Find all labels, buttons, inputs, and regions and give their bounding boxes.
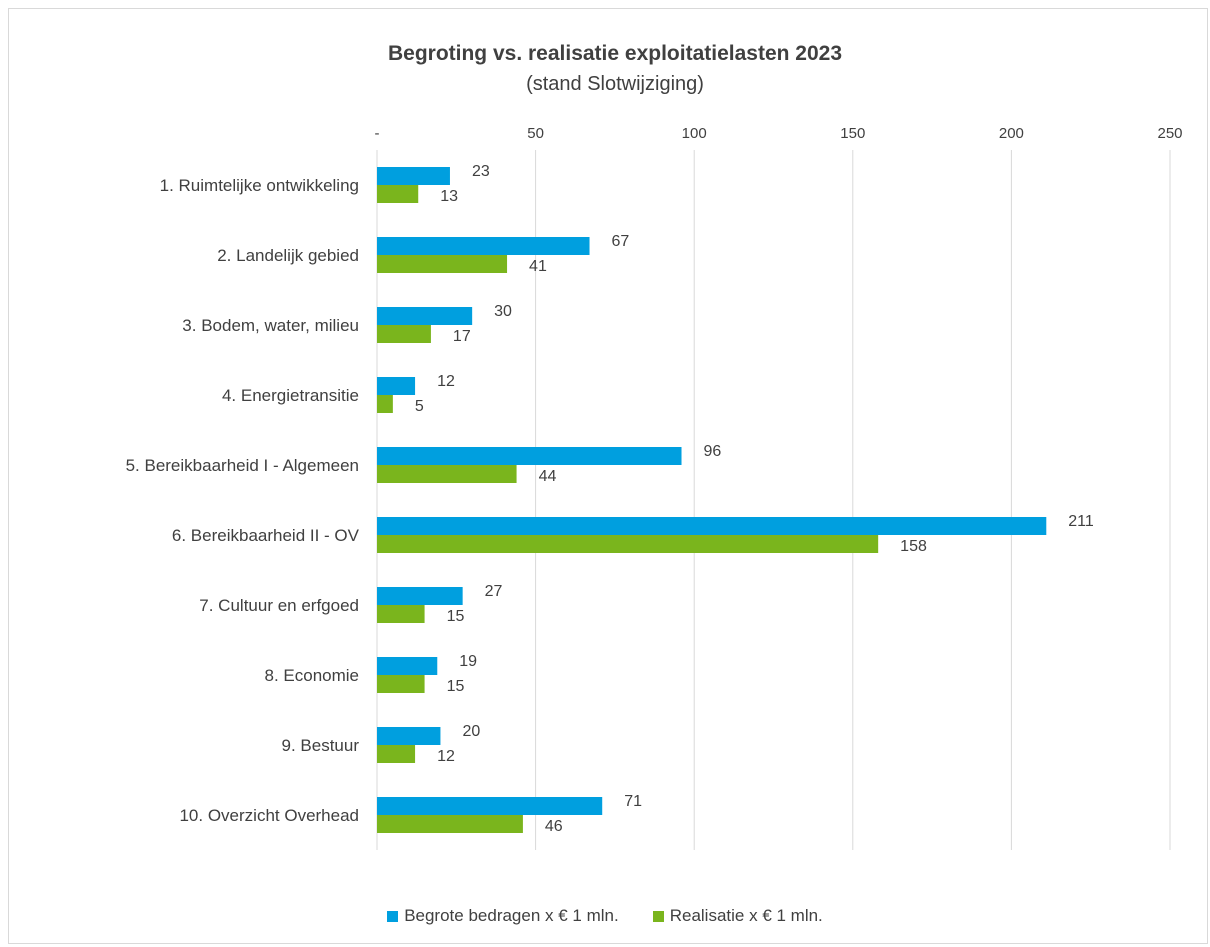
bar-budget [377,587,463,605]
data-label-realisation: 46 [545,818,563,835]
chart-title: Begroting vs. realisatie exploitatielast… [387,42,843,65]
data-label-budget: 23 [472,163,490,180]
bar-realisation [377,395,393,413]
legend-label-budget: Begrote bedragen x € 1 mln. [404,906,619,925]
category-label: 3. Bodem, water, milieu [182,316,359,335]
legend: Begrote bedragen x € 1 mln. Realisatie x… [0,906,1210,926]
bar-realisation [377,675,425,693]
category-label: 2. Landelijk gebied [217,246,359,265]
data-label-realisation: 15 [447,678,465,695]
bar-budget [377,447,682,465]
bar-realisation [377,325,431,343]
bar-budget [377,167,450,185]
legend-label-realisation: Realisatie x € 1 mln. [669,906,823,925]
data-label-realisation: 5 [415,398,424,415]
bar-realisation [377,465,517,483]
legend-swatch-realisation [652,910,664,922]
bar-chart: - 50 100 150 200 250 1. Ruimtelijke ontwikkeli… [126,125,1183,850]
bar-budget [377,517,1047,535]
category-label: 8. Economie [265,666,360,685]
category-label: 9. Bestuur [282,736,360,755]
bar-realisation [377,605,425,623]
x-tick-label: 200 [999,125,1024,142]
category-label: 7. Cultuur en erfgoed [199,596,359,615]
bar-budget [377,657,438,675]
data-label-realisation: 13 [440,188,458,205]
category-label: 6. Bereikbaarheid II - OV [172,526,360,545]
data-label-budget: 211 [1068,513,1094,530]
data-label-budget: 67 [612,233,630,250]
chart-frame [8,8,1208,944]
data-label-realisation: 158 [900,538,927,555]
x-tick-label: 250 [1157,125,1182,142]
data-label-budget: 96 [704,443,722,460]
bar-realisation [377,255,508,273]
x-tick-label: - [375,125,380,142]
bar-budget [377,727,441,745]
data-label-budget: 27 [485,583,503,600]
category-label: 5. Bereikbaarheid I - Algemeen [126,456,359,475]
x-tick-label: 100 [682,125,707,142]
bar-realisation [377,745,416,763]
bar-budget [377,797,603,815]
data-label-realisation: 12 [437,748,455,765]
data-label-budget: 30 [494,303,512,320]
data-label-realisation: 44 [539,468,557,485]
chart-subtitle: (stand Slotwijziging) [526,73,704,95]
data-label-budget: 12 [437,373,455,390]
legend-swatch-budget [387,910,399,922]
data-label-realisation: 15 [447,608,465,625]
data-label-budget: 20 [462,723,480,740]
bar-realisation [377,185,419,203]
bar-budget [377,237,590,255]
category-label: 4. Energietransitie [222,386,359,405]
category-label: 1. Ruimtelijke ontwikkeling [160,176,359,195]
data-label-realisation: 41 [529,258,547,275]
bar-realisation [377,815,523,833]
legend-item-budget: Begrote bedragen x € 1 mln. [387,906,619,926]
data-label-budget: 71 [624,793,642,810]
x-tick-label: 50 [527,125,544,142]
bar-realisation [377,535,879,553]
data-label-realisation: 17 [453,328,471,345]
bar-budget [377,307,473,325]
bar-budget [377,377,416,395]
category-label: 10. Overzicht Overhead [179,806,359,825]
x-tick-label: 150 [840,125,865,142]
data-label-budget: 19 [459,653,477,670]
legend-item-realisation: Realisatie x € 1 mln. [652,906,823,926]
